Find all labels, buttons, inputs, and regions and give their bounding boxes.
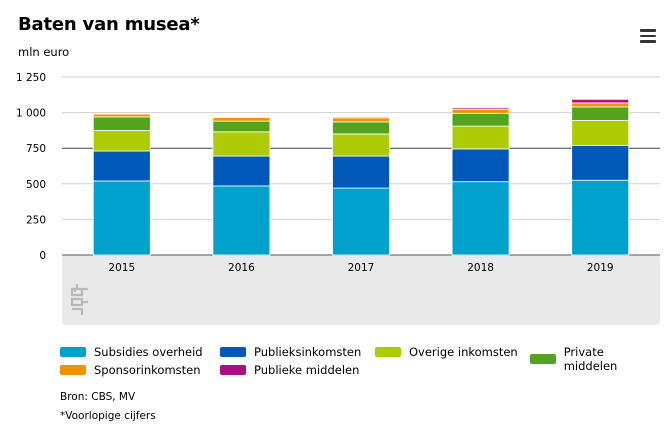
bar-segment (451, 107, 510, 110)
bar-segment (212, 120, 271, 133)
bar-segment (212, 185, 271, 256)
bar-segment (451, 125, 510, 150)
bar-segment (571, 120, 630, 146)
legend-swatch (220, 365, 246, 375)
legend-label: Publieksinkomsten (254, 345, 362, 359)
unit-label: mln euro (18, 45, 70, 59)
y-tick-label: 0 (39, 250, 46, 262)
bar-segment (332, 155, 390, 189)
stacked-bar-chart: 0 250 500 750 1 000 1 250 2015 2016 2017 2018 2019 (16, 72, 660, 325)
bar-segment (332, 187, 390, 256)
bar-segment (332, 117, 390, 123)
bar-segment (92, 180, 151, 256)
bar-segment (571, 144, 630, 181)
bar-segment (92, 116, 151, 131)
legend-swatch (60, 365, 86, 375)
bar-segment (332, 116, 390, 119)
y-tick-label: 750 (26, 143, 46, 155)
legend-label: Private middelen (563, 345, 618, 373)
bar-segment (92, 129, 151, 152)
bar-segment (332, 121, 390, 135)
bar-segment (212, 155, 271, 187)
legend-item[interactable]: Publieksinkomsten (220, 345, 361, 359)
bar-segment (92, 113, 151, 118)
bar-segment (212, 117, 271, 122)
bar-segment (212, 131, 271, 157)
bar-segment (451, 181, 510, 256)
x-tick-label: 2018 (467, 262, 494, 274)
x-tick-label: 2015 (108, 262, 135, 274)
y-tick-label: 500 (26, 179, 46, 191)
chart-title: Baten van musea* (18, 14, 200, 35)
bar-segment (332, 133, 390, 157)
bar-segment (212, 116, 271, 118)
legend-label: Subsidies overheid (94, 345, 203, 359)
x-tick-label: 2016 (228, 262, 255, 274)
legend-item[interactable]: Subsidies overheid (60, 345, 203, 359)
legend-label: Sponsorinkomsten (94, 363, 201, 377)
legend: Subsidies overheid Publieksinkomsten Overi… (60, 345, 660, 385)
bar-segment (451, 148, 510, 183)
y-tick-label: 1 250 (16, 72, 46, 84)
footnote: *Voorlopige cijfers (60, 410, 156, 422)
legend-item[interactable]: Private middelen (530, 345, 660, 373)
legend-swatch (60, 347, 86, 357)
plot-background (62, 255, 660, 325)
bar-segment (571, 179, 630, 256)
y-tick-label: 1 000 (16, 108, 46, 120)
y-tick-label: 250 (26, 214, 46, 226)
legend-swatch (530, 354, 556, 364)
legend-swatch (220, 347, 246, 357)
legend-item[interactable]: Publieke middelen (220, 363, 359, 377)
legend-item[interactable]: Sponsorinkomsten (60, 363, 201, 377)
legend-label: Publieke middelen (254, 363, 360, 377)
bar-segment (92, 150, 151, 182)
x-tick-label: 2019 (587, 262, 614, 274)
bar-segment (571, 106, 630, 121)
cbs-logo-icon (70, 284, 88, 315)
bar-segment (571, 102, 630, 108)
bar-segment (451, 112, 510, 127)
legend-swatch (375, 347, 401, 357)
bar-segment (451, 108, 510, 114)
bar-segment (571, 98, 630, 104)
legend-label: Overige inkomsten (409, 345, 518, 359)
legend-item[interactable]: Overige inkomsten (375, 345, 518, 359)
source-text: Bron: CBS, MV (60, 391, 136, 403)
x-tick-label: 2017 (348, 262, 375, 274)
hamburger-menu-icon[interactable] (640, 29, 656, 43)
